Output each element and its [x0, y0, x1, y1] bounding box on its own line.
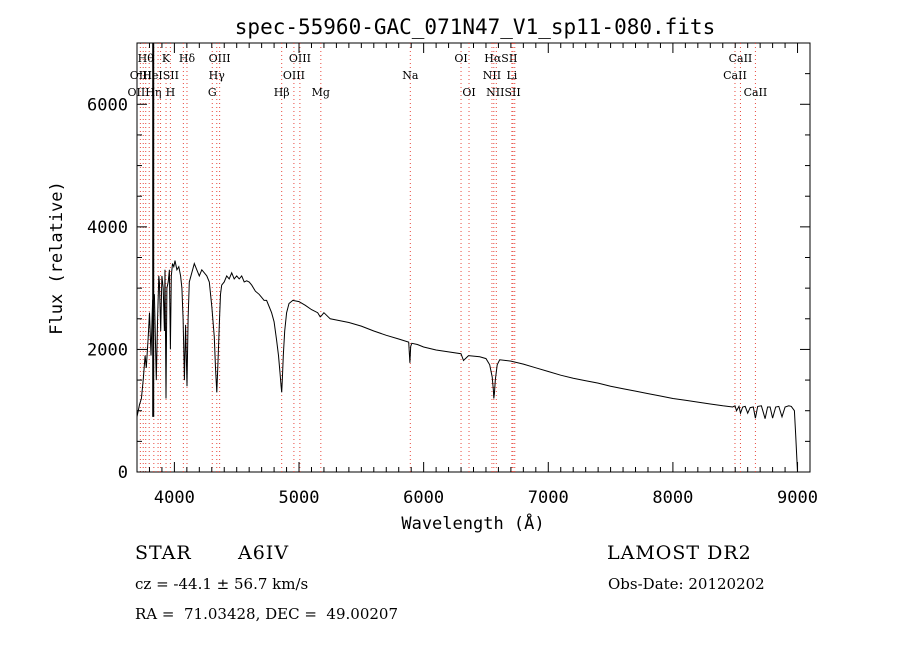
line-label: OIII: [130, 69, 152, 82]
line-label: OIII: [289, 52, 311, 65]
object-subclass: A6IV: [238, 542, 290, 564]
observation-date: Obs-Date: 20120202: [608, 575, 765, 593]
line-label: CaII: [723, 69, 747, 82]
x-tick-label: 5000: [279, 488, 320, 508]
line-label: Hβ: [274, 86, 290, 99]
plot-frame: [136, 42, 811, 473]
y-axis-label: Flux (relative): [47, 181, 67, 335]
radial-velocity: cz = -44.1 ± 56.7 km/s: [135, 575, 309, 593]
line-label: H: [166, 86, 176, 99]
line-label: NII: [483, 69, 501, 82]
line-label: NIISII: [486, 86, 521, 99]
x-tick-label: 4000: [154, 488, 195, 508]
x-tick-label: 6000: [403, 488, 444, 508]
line-label: CaII: [729, 52, 753, 65]
line-label: Hδ: [179, 52, 196, 65]
y-axis: 0 2000 4000 6000: [87, 42, 810, 483]
x-axis-label: Wavelength (Å): [401, 512, 544, 534]
line-label: HαSII: [484, 52, 517, 65]
line-label: OI: [462, 86, 475, 99]
line-label: OIIHη: [128, 86, 162, 99]
chart-title: spec-55960-GAC_071N47_V1_sp11-080.fits: [235, 15, 715, 39]
spectral-line-markers: [139, 43, 756, 472]
line-label: OI: [454, 52, 467, 65]
x-tick-label: 7000: [528, 488, 569, 508]
line-label: Hγ: [209, 69, 226, 82]
coordinates: RA = 71.03428, DEC = 49.00207: [135, 605, 399, 623]
x-tick-label: 8000: [652, 488, 693, 508]
line-label: HeISII: [142, 69, 179, 82]
line-label: OIII: [283, 69, 305, 82]
line-label: OIII: [209, 52, 231, 65]
line-label: Hθ: [138, 52, 155, 65]
x-axis: 4000 5000 6000 7000 8000 9000: [136, 43, 818, 508]
line-label: G: [208, 86, 217, 99]
line-label: CaII: [744, 86, 768, 99]
y-tick-label: 0: [118, 463, 128, 483]
line-label: Li: [506, 69, 517, 82]
line-label: Mg: [312, 86, 330, 99]
line-label: Na: [402, 69, 419, 82]
y-tick-label: 6000: [87, 95, 128, 115]
y-tick-label: 4000: [87, 218, 128, 238]
object-type: STAR: [135, 542, 192, 564]
x-tick-label: 9000: [777, 488, 818, 508]
y-tick-label: 2000: [87, 340, 128, 360]
line-label: K: [162, 52, 171, 65]
survey-name: LAMOST DR2: [607, 542, 752, 564]
spectrum-line: [136, 260, 798, 473]
